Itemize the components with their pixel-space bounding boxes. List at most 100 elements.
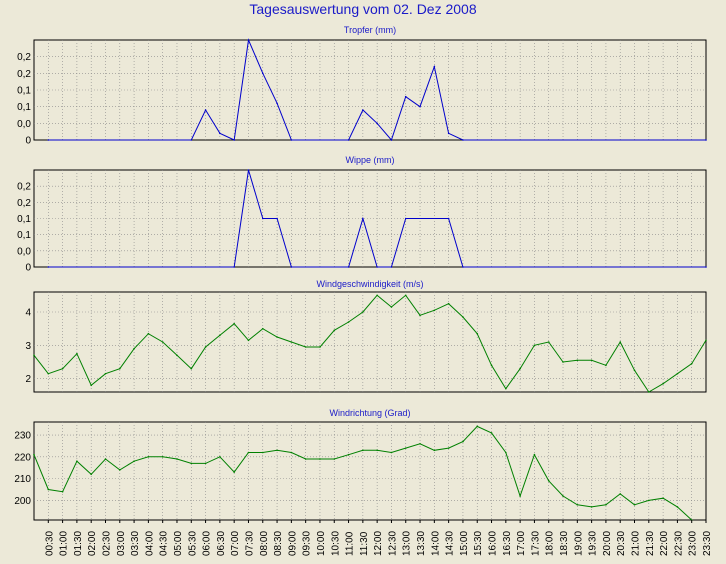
x-tick-label: 16:30 [502, 531, 513, 556]
series-line-2 [33, 294, 707, 393]
panel-title-3: Windrichtung (Grad) [329, 408, 410, 418]
data-point [662, 497, 664, 500]
x-tick-label: 07:00 [230, 531, 241, 556]
data-point [61, 490, 64, 493]
data-point [118, 367, 121, 370]
data-point [705, 139, 707, 141]
data-point [390, 451, 393, 454]
data-point [433, 449, 436, 452]
data-point [233, 471, 235, 473]
data-point [562, 495, 564, 497]
data-point [390, 306, 393, 308]
data-point [147, 332, 150, 335]
data-point [447, 217, 450, 220]
x-tick-label: 05:30 [187, 531, 198, 556]
data-point [261, 327, 264, 330]
x-tick-label: 10:30 [330, 531, 341, 556]
data-point [47, 372, 50, 375]
x-tick-label: 10:00 [316, 531, 327, 556]
x-tick-label: 22:30 [673, 531, 684, 556]
data-point [233, 139, 235, 141]
data-point [476, 332, 479, 335]
x-tick-label: 08:00 [259, 531, 270, 556]
data-point [290, 341, 293, 343]
x-tick-label: 06:30 [216, 531, 227, 556]
data-point [390, 266, 393, 268]
x-tick-label: 01:00 [59, 531, 70, 556]
x-tick-label: 06:00 [202, 531, 213, 556]
x-tick-label: 15:30 [473, 531, 484, 556]
data-point [648, 391, 650, 393]
x-tick-label: 05:00 [173, 531, 184, 556]
y-tick-label: 0,1 [17, 86, 31, 97]
x-tick-label: 11:30 [359, 531, 370, 556]
data-point [590, 506, 593, 508]
data-point [433, 309, 436, 312]
x-tick-label: 09:00 [287, 531, 298, 556]
data-point [376, 266, 378, 268]
panel-title-0: Tropfer (mm) [344, 25, 396, 35]
data-point [505, 387, 507, 390]
data-point [576, 359, 579, 362]
data-point [161, 341, 164, 343]
y-tick-label: 0,0 [17, 119, 31, 130]
data-point [47, 266, 50, 268]
data-point [247, 39, 250, 41]
x-tick-label: 18:00 [545, 531, 556, 556]
data-point [347, 453, 350, 456]
data-point [519, 495, 521, 497]
data-point [33, 453, 35, 456]
data-point [476, 425, 479, 428]
data-point [276, 217, 278, 220]
data-point [419, 442, 421, 445]
data-point [705, 266, 707, 268]
data-point [219, 456, 221, 458]
data-point [447, 447, 450, 449]
x-tick-label: 12:30 [387, 531, 398, 556]
x-tick-label: 14:30 [445, 531, 456, 556]
x-tick-label: 13:30 [416, 531, 427, 556]
y-tick-label: 0,2 [17, 182, 31, 193]
data-point [676, 506, 679, 508]
x-tick-label: 01:30 [73, 531, 84, 556]
data-point [519, 367, 521, 370]
data-point [219, 132, 221, 135]
data-point [362, 109, 364, 111]
x-tick-label: 21:30 [645, 531, 656, 556]
data-point [147, 456, 150, 458]
y-tick-label: 0,2 [17, 69, 31, 80]
data-point [76, 460, 78, 463]
data-point [319, 458, 321, 460]
data-point [419, 105, 421, 108]
x-tick-label: 19:30 [588, 531, 599, 556]
data-point [619, 493, 622, 495]
x-tick-label: 20:00 [602, 531, 613, 556]
data-point [633, 369, 636, 372]
data-point [247, 169, 250, 171]
data-point [304, 458, 307, 460]
x-tick-label: 04:00 [144, 531, 155, 556]
data-point [362, 449, 364, 452]
data-point [505, 451, 507, 454]
data-point [533, 453, 536, 456]
panel-frame-3 [33, 421, 707, 521]
data-point [276, 102, 278, 105]
data-point [276, 449, 278, 452]
data-point [290, 266, 293, 268]
data-point [47, 139, 50, 141]
data-point [90, 384, 92, 387]
x-tick-label: 17:30 [530, 531, 541, 556]
data-point [233, 266, 235, 268]
data-point [133, 460, 135, 463]
panel-title-1: Wippe (mm) [346, 155, 395, 165]
data-point [648, 499, 650, 502]
data-point [419, 314, 421, 317]
x-tick-label: 14:00 [430, 531, 441, 556]
data-point [176, 458, 178, 460]
x-tick-label: 17:00 [516, 531, 527, 556]
data-point [490, 432, 493, 434]
data-point [290, 139, 293, 141]
y-tick-label: 0,0 [17, 246, 31, 257]
data-point [490, 364, 493, 367]
